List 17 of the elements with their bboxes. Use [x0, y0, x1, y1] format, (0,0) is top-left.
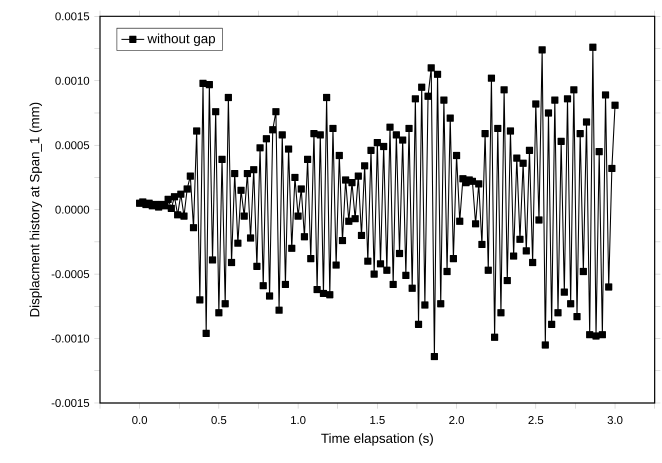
x-tick-label: 0.0: [132, 416, 148, 424]
y-tick-label: 0.0005: [55, 141, 90, 150]
y-tick-label: 0.0000: [55, 206, 90, 214]
x-tick-label: 2.0: [449, 416, 464, 424]
y-axis-title: Displacment history at Span_1 (mm): [30, 102, 42, 316]
y-tick-label: 0.0015: [55, 12, 90, 20]
y-tick-label: -0.0015: [52, 398, 90, 407]
x-axis-title: Time elapsation (s): [321, 433, 433, 446]
x-tick-label: 1.0: [291, 416, 306, 424]
y-tick-label: -0.0005: [52, 270, 90, 278]
x-tick-label: 3.0: [608, 416, 622, 424]
y-tick-label: 0.0010: [55, 76, 90, 85]
x-tick-label: 0.5: [211, 416, 226, 424]
y-tick-label: -0.0010: [52, 334, 90, 343]
x-tick-label: 2.5: [528, 416, 544, 424]
legend-label: without gap: [147, 34, 216, 46]
x-tick-label: 1.5: [370, 416, 385, 424]
